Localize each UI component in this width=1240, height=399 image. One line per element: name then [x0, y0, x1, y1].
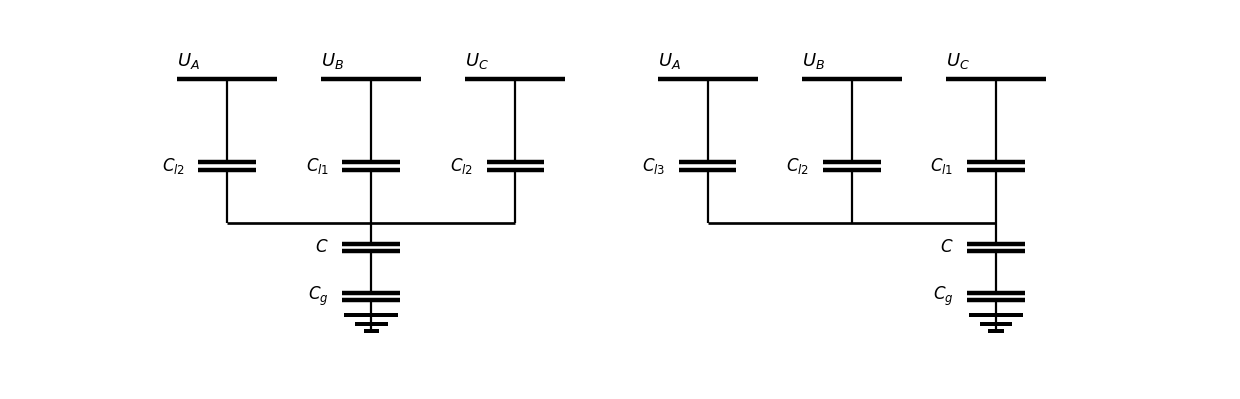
- Text: $U_A$: $U_A$: [177, 51, 200, 71]
- Text: $C_{l1}$: $C_{l1}$: [306, 156, 329, 176]
- Text: $C_{l2}$: $C_{l2}$: [450, 156, 474, 176]
- Text: $U_A$: $U_A$: [657, 51, 681, 71]
- Text: $U_B$: $U_B$: [321, 51, 345, 71]
- Text: $C_g$: $C_g$: [932, 285, 954, 308]
- Text: $C$: $C$: [315, 239, 329, 256]
- Text: $C_g$: $C_g$: [309, 285, 329, 308]
- Text: $C_{l2}$: $C_{l2}$: [161, 156, 185, 176]
- Text: $C_{l1}$: $C_{l1}$: [930, 156, 954, 176]
- Text: $C$: $C$: [940, 239, 954, 256]
- Text: $C_{l2}$: $C_{l2}$: [786, 156, 810, 176]
- Text: $U_C$: $U_C$: [946, 51, 970, 71]
- Text: $C_{l3}$: $C_{l3}$: [642, 156, 666, 176]
- Text: $U_B$: $U_B$: [802, 51, 825, 71]
- Text: $U_C$: $U_C$: [465, 51, 490, 71]
